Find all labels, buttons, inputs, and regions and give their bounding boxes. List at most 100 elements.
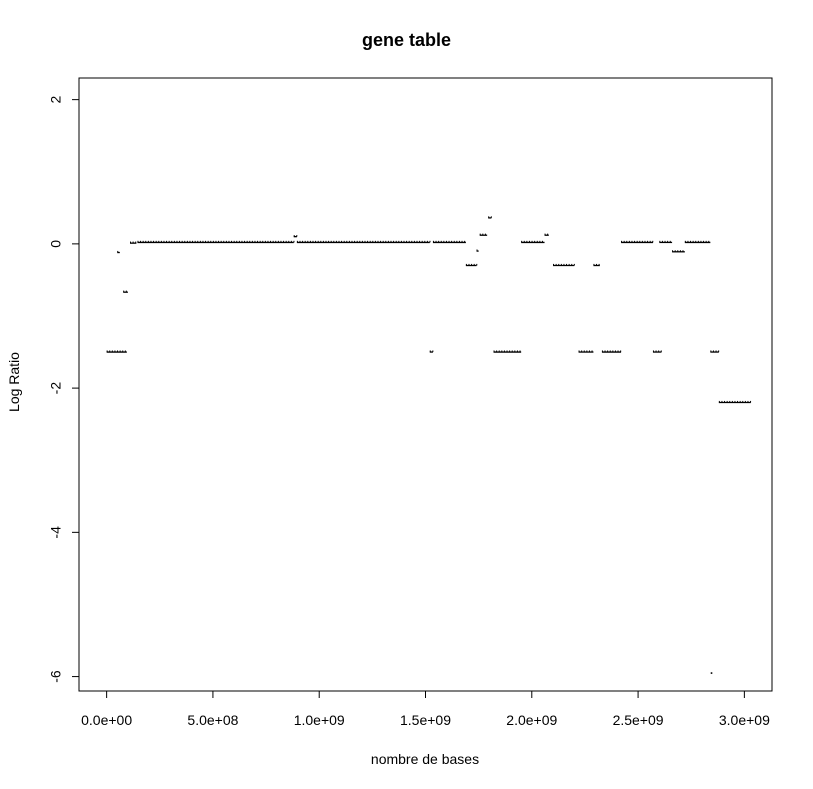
data-point bbox=[215, 240, 217, 243]
data-point bbox=[448, 240, 450, 243]
data-point bbox=[672, 250, 674, 252]
data-point bbox=[435, 240, 437, 243]
data-point bbox=[718, 350, 720, 353]
data-point bbox=[464, 240, 466, 243]
segment bbox=[521, 240, 545, 244]
data-point bbox=[528, 240, 530, 243]
data-point bbox=[142, 240, 144, 243]
segment bbox=[621, 240, 654, 244]
data-point bbox=[312, 240, 314, 243]
data-point bbox=[367, 240, 369, 243]
data-point bbox=[432, 350, 434, 353]
data-point bbox=[445, 240, 447, 243]
data-point bbox=[210, 240, 212, 243]
data-point bbox=[192, 240, 194, 243]
y-axis: 2 0 -2 -4 -6 bbox=[48, 96, 80, 683]
data-point bbox=[588, 350, 590, 353]
data-point bbox=[176, 240, 178, 243]
data-point bbox=[189, 240, 191, 243]
segment bbox=[429, 350, 434, 353]
data-point bbox=[607, 350, 609, 353]
data-point bbox=[111, 350, 113, 353]
data-point bbox=[117, 250, 119, 253]
data-point bbox=[566, 263, 568, 266]
data-point bbox=[659, 240, 661, 243]
data-point bbox=[623, 240, 625, 243]
data-point bbox=[539, 240, 541, 243]
data-point bbox=[348, 240, 350, 243]
data-point bbox=[593, 263, 595, 266]
data-point bbox=[695, 240, 697, 243]
data-point bbox=[155, 240, 157, 243]
data-point bbox=[135, 241, 137, 244]
data-point bbox=[488, 216, 490, 218]
data-point bbox=[421, 240, 423, 243]
data-point bbox=[385, 240, 387, 243]
data-point bbox=[501, 350, 503, 353]
data-point bbox=[106, 350, 108, 353]
data-point bbox=[721, 400, 723, 403]
data-point bbox=[413, 240, 415, 243]
data-point bbox=[186, 240, 188, 243]
data-points bbox=[106, 216, 752, 674]
data-point bbox=[581, 350, 583, 353]
data-point bbox=[509, 350, 511, 353]
segment bbox=[137, 240, 295, 244]
data-point bbox=[179, 240, 181, 243]
data-point bbox=[591, 350, 593, 353]
data-point bbox=[750, 400, 752, 403]
data-point bbox=[212, 240, 214, 243]
data-point bbox=[395, 240, 397, 243]
data-point bbox=[644, 240, 646, 243]
data-point bbox=[369, 240, 371, 243]
data-point bbox=[199, 240, 201, 243]
data-point bbox=[639, 240, 641, 243]
data-point bbox=[147, 240, 149, 243]
data-point bbox=[233, 240, 235, 243]
data-point bbox=[708, 240, 710, 243]
data-point bbox=[296, 240, 298, 243]
data-point bbox=[426, 240, 428, 243]
y-tick-label: -2 bbox=[48, 382, 64, 395]
data-point bbox=[251, 240, 253, 243]
data-point bbox=[718, 400, 720, 403]
outlier-point bbox=[710, 672, 713, 674]
data-point bbox=[726, 400, 728, 403]
data-point bbox=[330, 240, 332, 243]
data-point bbox=[194, 240, 196, 243]
data-point bbox=[225, 240, 227, 243]
data-point bbox=[496, 350, 498, 353]
data-point bbox=[150, 240, 152, 243]
x-axis-label: nombre de bases bbox=[370, 751, 480, 767]
data-point bbox=[302, 240, 304, 243]
data-point bbox=[614, 350, 616, 353]
data-point bbox=[320, 240, 322, 243]
data-point bbox=[158, 240, 160, 243]
data-point bbox=[621, 240, 623, 243]
data-point bbox=[275, 240, 277, 243]
data-point bbox=[153, 240, 155, 243]
data-point bbox=[674, 250, 676, 252]
data-point bbox=[228, 240, 230, 243]
data-point bbox=[408, 240, 410, 243]
segment bbox=[493, 350, 522, 353]
data-point bbox=[652, 350, 654, 353]
data-point bbox=[571, 263, 573, 266]
data-point bbox=[461, 240, 463, 243]
data-point bbox=[514, 350, 516, 353]
data-point bbox=[631, 240, 633, 243]
data-point bbox=[322, 240, 324, 243]
data-point bbox=[747, 400, 749, 403]
data-point bbox=[534, 240, 536, 243]
data-point bbox=[612, 350, 614, 353]
data-point bbox=[270, 240, 272, 243]
data-point bbox=[498, 350, 500, 353]
data-point bbox=[684, 240, 686, 243]
data-point bbox=[220, 240, 222, 243]
data-point bbox=[117, 350, 119, 353]
chart-title: gene table bbox=[361, 30, 452, 50]
data-point bbox=[479, 233, 481, 236]
data-point bbox=[137, 240, 139, 243]
data-point bbox=[558, 263, 560, 266]
data-point bbox=[293, 240, 295, 243]
